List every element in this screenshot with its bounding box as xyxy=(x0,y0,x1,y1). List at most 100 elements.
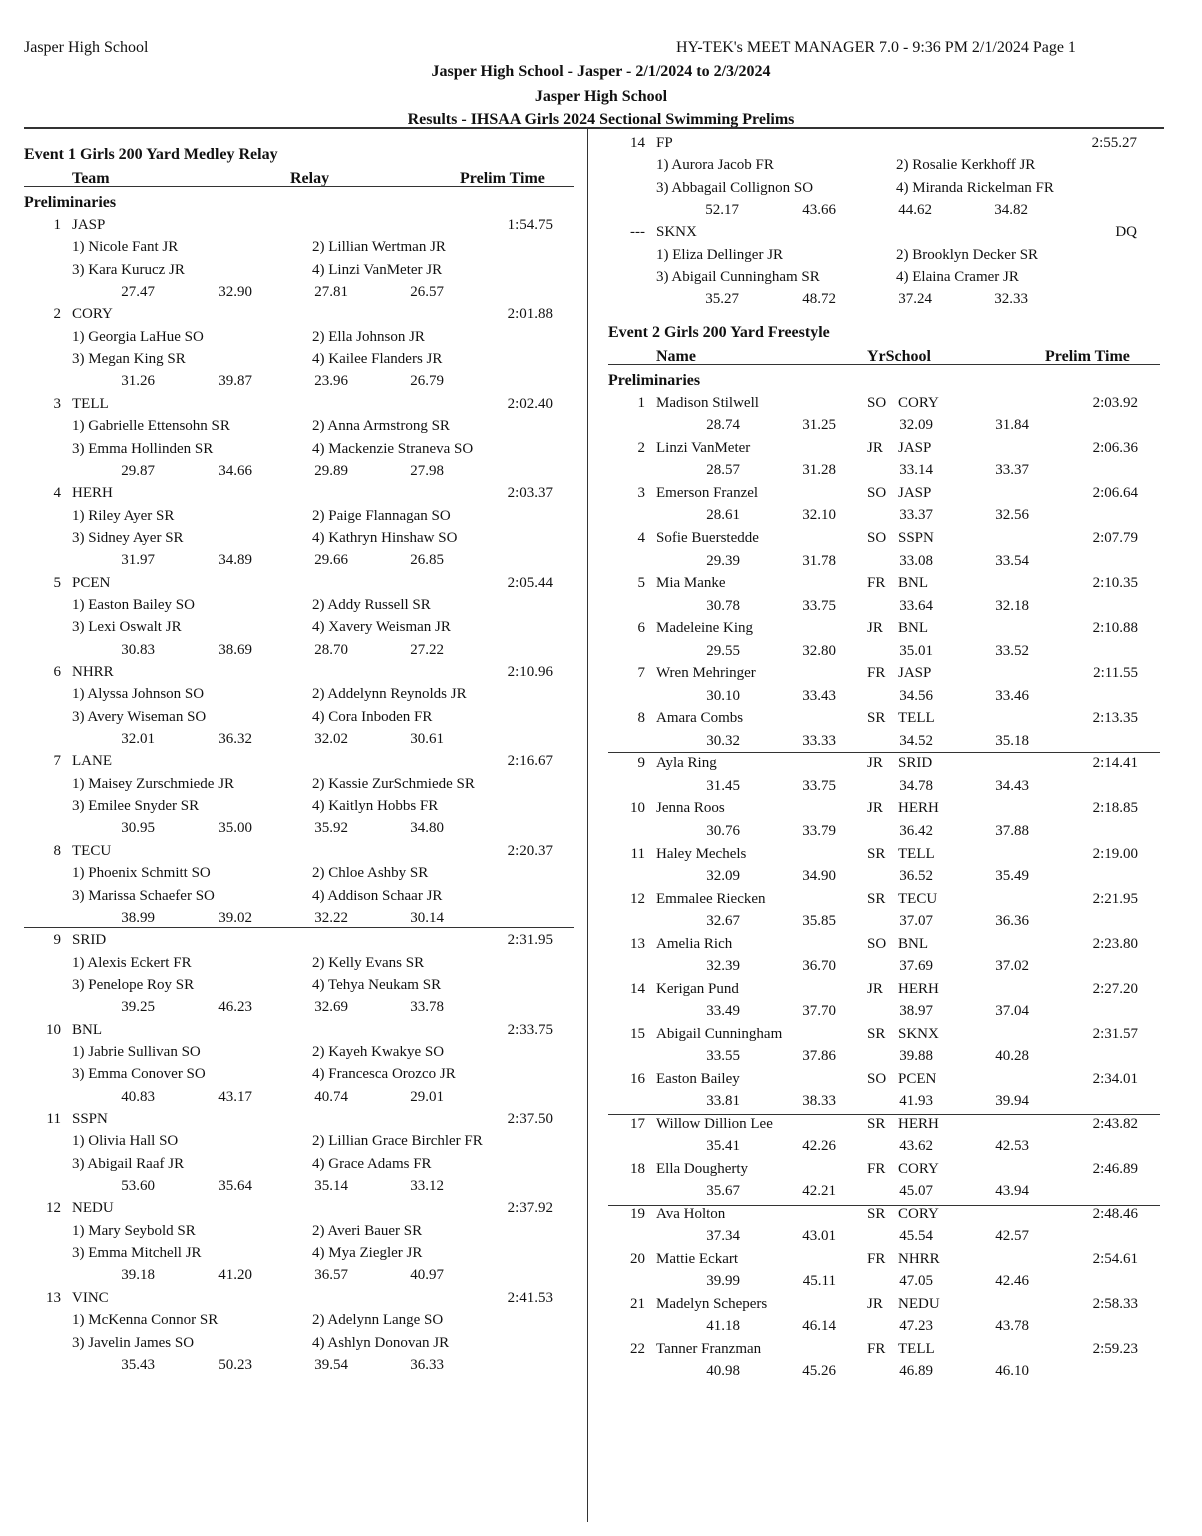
swimmer-name: Madelyn Schepers xyxy=(656,1296,768,1312)
relay-split: 29.87 xyxy=(121,462,155,479)
swimmer-split: 34.43 xyxy=(995,777,1029,794)
swimmer-name: Haley Mechels xyxy=(656,845,747,862)
relay-split: 31.97 xyxy=(121,552,155,569)
swimmer-split: 37.04 xyxy=(995,1003,1029,1019)
relay-swimmer: 3) Marissa Schaefer SO xyxy=(72,887,215,904)
relay-split: 28.70 xyxy=(314,641,348,658)
col-prelim-time: Prelim Time xyxy=(1045,348,1130,365)
relay-split: 38.99 xyxy=(121,909,155,926)
heat-divider xyxy=(608,1205,1160,1206)
swimmer-name: Jenna Roos xyxy=(656,800,725,817)
swimmer-split: 37.86 xyxy=(802,1048,836,1065)
swimmer-school: SKNX xyxy=(898,1025,939,1042)
relay-swimmer: 2) Chloe Ashby SR xyxy=(312,865,429,882)
swimmer-name: Sofie Buerstedde xyxy=(656,530,759,547)
relay-split: 36.57 xyxy=(314,1267,348,1284)
swimmer-split: 45.07 xyxy=(899,1183,933,1200)
swimmer-year: FR xyxy=(867,1341,886,1358)
relay-swimmer: 2) Adelynn Lange SO xyxy=(312,1312,444,1329)
relay-swimmer: 2) Brooklyn Decker SR xyxy=(896,246,1039,263)
swimmer-name: Emerson Franzel xyxy=(656,485,759,502)
relay-split: 29.01 xyxy=(410,1088,444,1105)
swimmer-split: 32.80 xyxy=(802,642,836,659)
swimmer-split: 38.33 xyxy=(802,1093,836,1110)
swimmer-place: 14 xyxy=(630,980,645,997)
swimmer-split: 43.62 xyxy=(899,1138,933,1155)
relay-time: 2:37.92 xyxy=(507,1200,553,1217)
swimmer-school: CORY xyxy=(898,395,939,411)
relay-place: 2 xyxy=(53,306,62,323)
relay-split: 29.89 xyxy=(314,462,348,479)
swimmer-place: 15 xyxy=(630,1025,645,1042)
relay-split: 30.95 xyxy=(121,820,155,837)
relay-team: LANE xyxy=(72,753,112,770)
relay-swimmer: 1) Jabrie Sullivan SO xyxy=(72,1043,201,1060)
swimmer-name: Wren Mehringer xyxy=(656,665,756,682)
swimmer-place: 17 xyxy=(630,1115,645,1132)
relay-time: 2:16.67 xyxy=(507,753,553,770)
relay-time: 2:02.40 xyxy=(507,395,553,412)
relay-time: 2:05.44 xyxy=(507,574,553,591)
swimmer-split: 46.14 xyxy=(802,1318,836,1335)
relay-time: 2:01.88 xyxy=(507,306,553,323)
relay-split: 52.17 xyxy=(705,202,739,219)
relay-swimmer: 1) Phoenix Schmitt SO xyxy=(72,865,211,882)
swimmer-split: 41.93 xyxy=(899,1093,933,1110)
relay-split: 35.27 xyxy=(705,291,739,308)
relay-place: 11 xyxy=(46,1111,61,1127)
swimmer-place: 21 xyxy=(630,1296,645,1312)
relay-split: 30.83 xyxy=(121,641,155,658)
swimmer-split: 34.56 xyxy=(899,687,933,704)
swimmer-split: 30.76 xyxy=(706,822,740,839)
col-name: Name xyxy=(656,348,696,365)
heat-divider xyxy=(24,927,574,928)
relay-split: 38.69 xyxy=(218,641,252,658)
swimmer-time: 2:19.00 xyxy=(1092,845,1138,862)
relay-split: 23.96 xyxy=(314,373,348,390)
swimmer-split: 31.28 xyxy=(802,462,836,479)
swimmer-split: 38.97 xyxy=(899,1003,933,1019)
relay-team: CORY xyxy=(72,306,113,323)
relay-split: 37.24 xyxy=(898,291,932,308)
relay-split: 35.00 xyxy=(218,820,252,837)
relay-time: 2:20.37 xyxy=(507,842,553,859)
relay-swimmer: 1) Aurora Jacob FR xyxy=(656,157,774,174)
swimmer-school: CORY xyxy=(898,1205,939,1222)
relay-split: 35.14 xyxy=(314,1178,348,1195)
relay-split: 43.17 xyxy=(218,1088,252,1105)
swimmer-time: 2:07.79 xyxy=(1092,530,1138,547)
swimmer-school: BNL xyxy=(898,935,928,952)
relay-team: NHRR xyxy=(72,664,114,680)
swimmer-name: Tanner Franzman xyxy=(656,1341,762,1358)
swimmer-name: Madeleine King xyxy=(656,620,754,637)
meet-title: Jasper High School - Jasper - 2/1/2024 t… xyxy=(431,63,771,80)
swimmer-year: JR xyxy=(867,755,883,772)
relay-swimmer: 1) Eliza Dellinger JR xyxy=(656,246,784,263)
swimmer-split: 35.85 xyxy=(802,912,836,929)
swimmer-split: 31.84 xyxy=(995,417,1029,434)
relay-swimmer: 3) Emma Mitchell JR xyxy=(72,1245,202,1262)
relay-team: JASP xyxy=(72,217,106,233)
swimmer-split: 37.07 xyxy=(899,912,933,929)
swimmer-time: 2:48.46 xyxy=(1092,1205,1138,1222)
relay-split: 30.61 xyxy=(410,731,444,748)
swimmer-split: 39.94 xyxy=(995,1093,1029,1110)
swimmer-split: 47.23 xyxy=(899,1318,933,1335)
relay-split: 27.47 xyxy=(121,284,155,301)
swimmer-school: JASP xyxy=(898,665,932,682)
swimmer-year: JR xyxy=(867,440,883,457)
swimmer-school: HERH xyxy=(898,800,939,817)
swimmer-time: 2:13.35 xyxy=(1092,710,1138,727)
relay-split: 32.90 xyxy=(218,284,252,301)
relay-split: 50.23 xyxy=(218,1356,252,1373)
swimmer-split: 32.56 xyxy=(995,507,1029,524)
relay-split: 40.97 xyxy=(410,1267,444,1284)
relay-swimmer: 4) Francesca Orozco JR xyxy=(312,1066,456,1083)
swimmer-school: PCEN xyxy=(898,1070,937,1087)
swimmer-time: 2:10.35 xyxy=(1092,575,1138,592)
relay-place: --- xyxy=(630,224,645,241)
swimmer-place: 20 xyxy=(630,1250,645,1267)
swimmer-school: TELL xyxy=(898,1341,935,1358)
swimmer-year: SR xyxy=(867,1025,886,1042)
swimmer-name: Linzi VanMeter xyxy=(656,440,751,457)
